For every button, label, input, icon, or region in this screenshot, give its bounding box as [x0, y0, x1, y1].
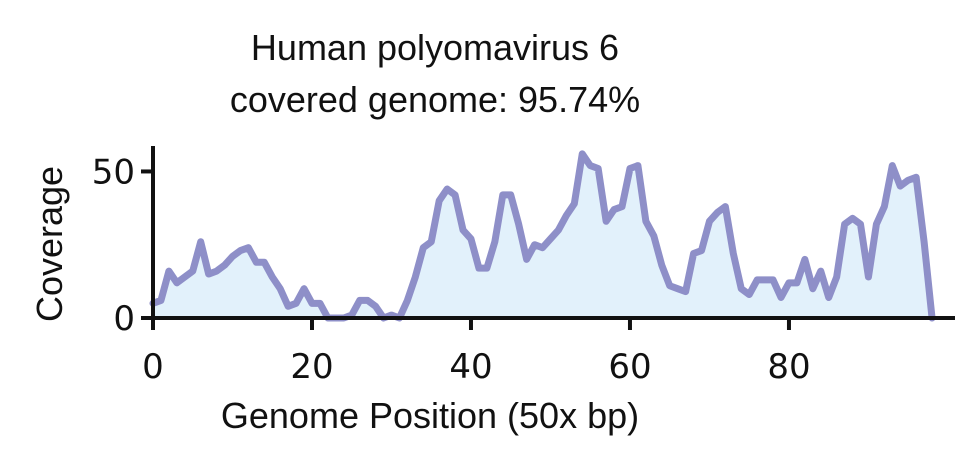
x-axis-label: Genome Position (50x bp) — [221, 395, 639, 436]
x-tick-label: 40 — [449, 347, 492, 387]
chart-title-line-2: covered genome: 95.74% — [230, 79, 640, 120]
coverage-line — [149, 150, 936, 322]
x-tick-label: 0 — [142, 347, 164, 387]
y-axis-label: Coverage — [29, 166, 70, 322]
y-tick-label: 0 — [113, 299, 135, 339]
chart-title-line-1: Human polyomavirus 6 — [251, 27, 619, 68]
x-tick-label: 60 — [608, 347, 651, 387]
y-tick-label: 50 — [92, 152, 135, 192]
coverage-area — [153, 153, 933, 318]
plot-area — [149, 150, 936, 322]
x-tick-label: 20 — [290, 347, 333, 387]
axes: 0 20 40 60 80 0 50 — [92, 146, 955, 387]
x-tick-label: 80 — [767, 347, 810, 387]
